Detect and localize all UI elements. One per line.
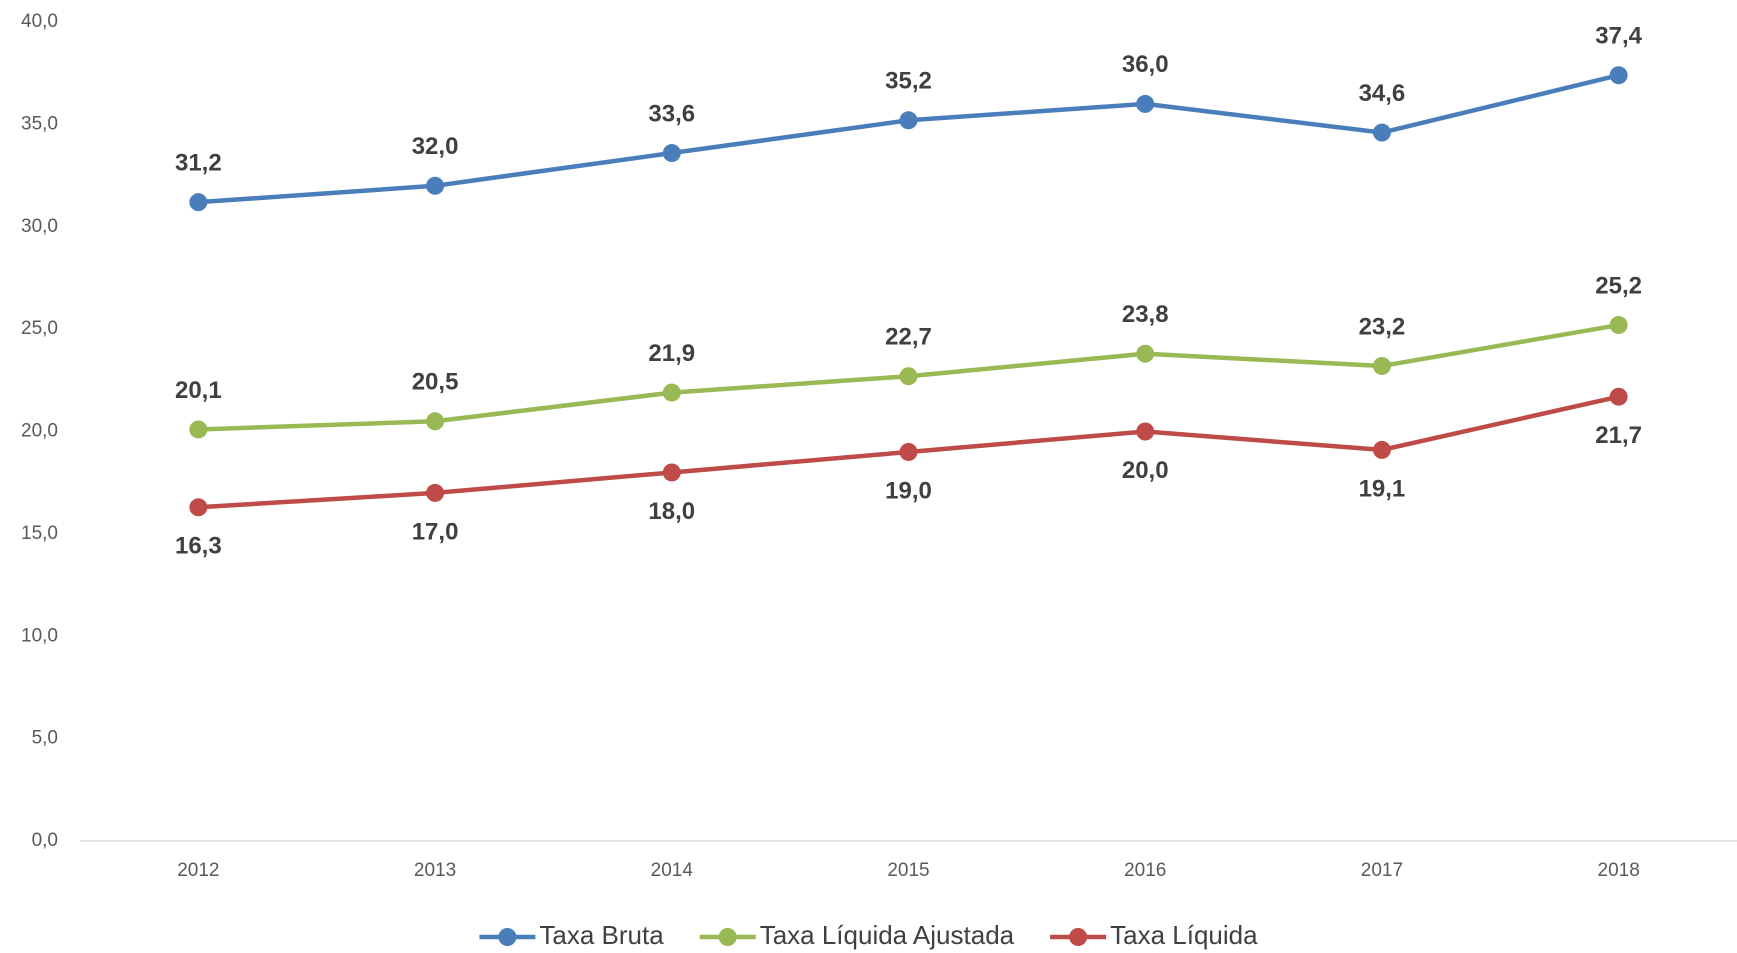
x-tick-label: 2018: [1598, 860, 1640, 881]
legend-marker: [718, 928, 737, 946]
y-tick-label: 20,0: [21, 421, 58, 442]
y-tick-label: 5,0: [32, 728, 58, 749]
data-label: 20,1: [175, 377, 222, 404]
point: [189, 193, 208, 212]
legend-label: Taxa Líquida Ajustada: [760, 920, 1015, 950]
y-tick-label: 25,0: [21, 318, 58, 339]
y-tick-label: 35,0: [21, 113, 58, 134]
y-tick-label: 30,0: [21, 216, 58, 237]
point: [662, 383, 681, 402]
point: [1372, 123, 1391, 142]
legend-item: Taxa Líquida Ajustada: [699, 920, 1015, 950]
point: [189, 420, 208, 439]
legend-label: Taxa Bruta: [539, 920, 664, 950]
data-label: 20,0: [1122, 457, 1169, 484]
legend-item: Taxa Bruta: [479, 920, 664, 950]
point: [899, 367, 918, 386]
data-label: 21,9: [648, 340, 695, 367]
data-label: 31,2: [175, 150, 222, 177]
point: [662, 463, 681, 482]
legend-marker: [498, 928, 517, 946]
point: [1609, 316, 1628, 335]
x-tick-label: 2012: [177, 860, 219, 881]
data-label: 20,5: [412, 369, 459, 396]
x-tick-label: 2014: [651, 860, 694, 881]
x-tick-label: 2017: [1361, 860, 1403, 881]
point: [426, 483, 445, 502]
data-label: 17,0: [412, 518, 459, 545]
legend-label: Taxa Líquida: [1110, 920, 1258, 950]
y-tick-label: 15,0: [21, 523, 58, 544]
data-label: 36,0: [1122, 51, 1169, 78]
x-tick-label: 2016: [1124, 860, 1166, 881]
data-label: 21,7: [1595, 422, 1642, 449]
y-tick-label: 10,0: [21, 625, 58, 646]
y-tick-label: 0,0: [32, 830, 58, 851]
point: [1136, 94, 1155, 113]
point: [899, 111, 918, 130]
x-tick-label: 2015: [887, 860, 929, 881]
legend-marker: [1069, 928, 1088, 946]
data-label: 19,0: [885, 477, 932, 504]
data-label: 35,2: [885, 68, 932, 95]
data-label: 37,4: [1595, 23, 1642, 50]
data-label: 16,3: [175, 533, 222, 560]
data-label: 18,0: [648, 498, 695, 525]
data-label: 22,7: [885, 324, 932, 351]
point: [1609, 387, 1628, 406]
legend-item: Taxa Líquida: [1050, 920, 1258, 950]
point: [1372, 356, 1391, 375]
point: [1136, 344, 1155, 363]
point: [1136, 422, 1155, 441]
data-label: 19,1: [1359, 475, 1406, 502]
point: [662, 144, 681, 163]
data-label: 33,6: [648, 100, 695, 127]
point: [1609, 66, 1628, 85]
data-label: 32,0: [412, 133, 459, 160]
x-tick-label: 2013: [414, 860, 456, 881]
data-label: 25,2: [1595, 272, 1642, 299]
y-tick-label: 40,0: [21, 11, 58, 32]
point: [1372, 440, 1391, 459]
point: [426, 412, 445, 431]
data-label: 23,2: [1359, 313, 1406, 340]
point: [426, 176, 445, 195]
point: [189, 498, 208, 517]
data-label: 34,6: [1359, 80, 1406, 107]
point: [899, 442, 918, 461]
data-label: 23,8: [1122, 301, 1169, 328]
